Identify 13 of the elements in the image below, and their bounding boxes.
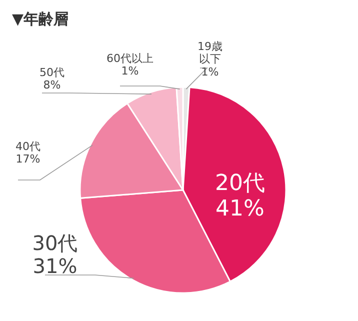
slice-label: 60代以上 [106,52,154,65]
slice-label: 20代 [215,171,265,196]
data-label: 8% [43,78,61,92]
data-label: 1% [121,64,139,78]
data-label: 1% [201,65,219,78]
slice-label: 50代 [40,66,64,79]
data-label: 31% [32,254,78,278]
slice-label: 40代 [16,140,40,153]
chart-title: ▼年齢層 [12,10,69,28]
data-label: 17% [16,152,40,166]
slice-label: 30代 [32,231,78,255]
slice-label: 19歳以下 [198,40,222,66]
data-label: 41% [216,196,264,222]
